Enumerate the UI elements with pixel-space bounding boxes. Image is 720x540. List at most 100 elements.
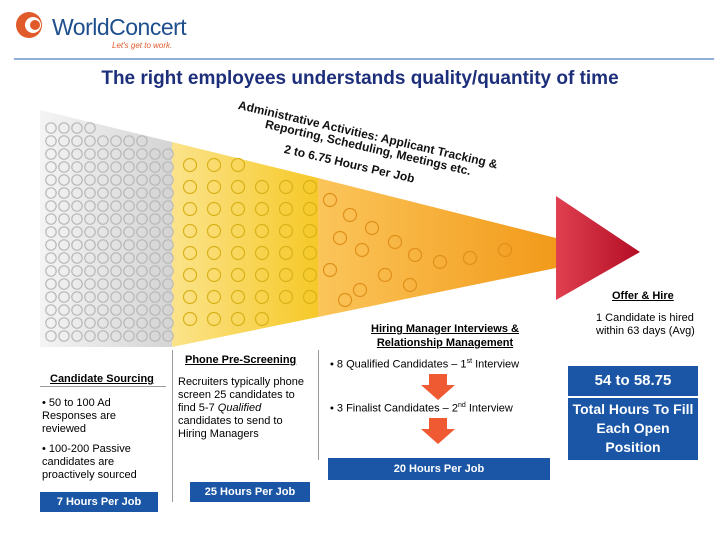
candidate-circle xyxy=(110,291,122,303)
candidate-circle xyxy=(149,239,161,251)
candidate-circle xyxy=(136,174,148,186)
down-arrow-icon xyxy=(421,418,455,444)
candidate-circle xyxy=(230,311,246,327)
candidate-circle xyxy=(45,304,57,316)
candidate-circle xyxy=(332,230,348,246)
candidate-circle xyxy=(136,252,148,264)
candidate-circle xyxy=(45,161,57,173)
candidate-circle xyxy=(97,200,109,212)
candidate-circle xyxy=(149,161,161,173)
interviews-heading: Hiring Manager Interviews & Relationship… xyxy=(371,323,519,349)
candidate-circle xyxy=(123,239,135,251)
candidate-circle xyxy=(230,289,246,305)
candidate-circle xyxy=(136,330,148,342)
candidate-circle xyxy=(123,252,135,264)
candidate-circle xyxy=(58,226,70,238)
candidate-circle xyxy=(84,291,96,303)
candidate-circle xyxy=(162,291,174,303)
candidate-circle xyxy=(45,239,57,251)
candidate-circle xyxy=(230,223,246,239)
candidate-circle xyxy=(45,213,57,225)
candidate-circle xyxy=(97,148,109,160)
candidate-circle xyxy=(45,122,57,134)
candidate-circle xyxy=(71,317,83,329)
candidate-circle xyxy=(342,207,358,223)
candidate-circle xyxy=(136,148,148,160)
logo-mark-icon xyxy=(16,12,42,38)
candidate-circle xyxy=(110,317,122,329)
candidate-circle xyxy=(182,223,198,239)
candidate-circle xyxy=(123,213,135,225)
candidate-circle xyxy=(149,252,161,264)
candidate-circle xyxy=(162,317,174,329)
candidate-circle xyxy=(182,179,198,195)
candidate-circle xyxy=(97,278,109,290)
candidate-circle xyxy=(110,226,122,238)
candidate-circle xyxy=(110,278,122,290)
screening-body: Recruiters typically phone screen 25 can… xyxy=(178,376,304,440)
candidate-circle xyxy=(377,267,393,283)
candidate-circle xyxy=(337,292,353,308)
candidate-circle xyxy=(354,242,370,258)
candidate-circle xyxy=(322,192,338,208)
candidate-circle xyxy=(136,291,148,303)
candidate-circle xyxy=(230,245,246,261)
candidate-circle xyxy=(110,200,122,212)
candidate-circle xyxy=(136,239,148,251)
candidate-circle xyxy=(58,330,70,342)
candidate-circle xyxy=(230,201,246,217)
candidate-circle xyxy=(45,330,57,342)
candidate-circle xyxy=(58,200,70,212)
column-divider xyxy=(172,350,173,502)
candidate-circle xyxy=(45,187,57,199)
candidate-circle xyxy=(136,187,148,199)
candidate-circle xyxy=(462,250,478,266)
candidate-circle xyxy=(206,201,222,217)
candidate-circle xyxy=(162,187,174,199)
candidate-circle xyxy=(110,148,122,160)
candidate-circle xyxy=(84,239,96,251)
candidate-circle xyxy=(162,226,174,238)
candidate-circle xyxy=(162,161,174,173)
candidate-circle xyxy=(278,201,294,217)
candidate-circle xyxy=(97,174,109,186)
offer-detail: 1 Candidate is hired within 63 days (Avg… xyxy=(596,312,695,337)
candidate-circle xyxy=(45,252,57,264)
candidate-circle xyxy=(206,245,222,261)
candidate-circle xyxy=(45,148,57,160)
candidate-circle xyxy=(58,187,70,199)
candidate-circle xyxy=(123,330,135,342)
candidate-circle xyxy=(58,148,70,160)
candidate-circle xyxy=(302,223,318,239)
candidate-circle xyxy=(110,213,122,225)
candidate-circle xyxy=(162,265,174,277)
candidate-circle xyxy=(58,239,70,251)
candidate-circle xyxy=(97,135,109,147)
candidate-circle xyxy=(110,174,122,186)
candidate-circle xyxy=(123,135,135,147)
candidate-circle xyxy=(123,187,135,199)
candidate-circle xyxy=(84,304,96,316)
candidate-circle xyxy=(71,135,83,147)
candidate-circle xyxy=(206,289,222,305)
candidate-circle xyxy=(149,317,161,329)
candidate-circle xyxy=(302,201,318,217)
candidate-circle xyxy=(123,265,135,277)
candidate-circle xyxy=(230,267,246,283)
candidate-circle xyxy=(162,330,174,342)
candidate-circle xyxy=(123,291,135,303)
sourcing-heading: Candidate Sourcing xyxy=(50,373,154,385)
candidate-circle xyxy=(84,213,96,225)
candidate-circle xyxy=(84,226,96,238)
candidate-circle xyxy=(97,252,109,264)
candidate-circle xyxy=(97,226,109,238)
candidate-circle xyxy=(123,226,135,238)
candidate-circle xyxy=(71,304,83,316)
candidate-circle xyxy=(302,267,318,283)
candidate-circle xyxy=(162,213,174,225)
candidate-circle xyxy=(352,282,368,298)
candidate-circle xyxy=(278,223,294,239)
candidate-circle xyxy=(71,291,83,303)
candidate-circle xyxy=(182,267,198,283)
candidate-circle xyxy=(182,201,198,217)
